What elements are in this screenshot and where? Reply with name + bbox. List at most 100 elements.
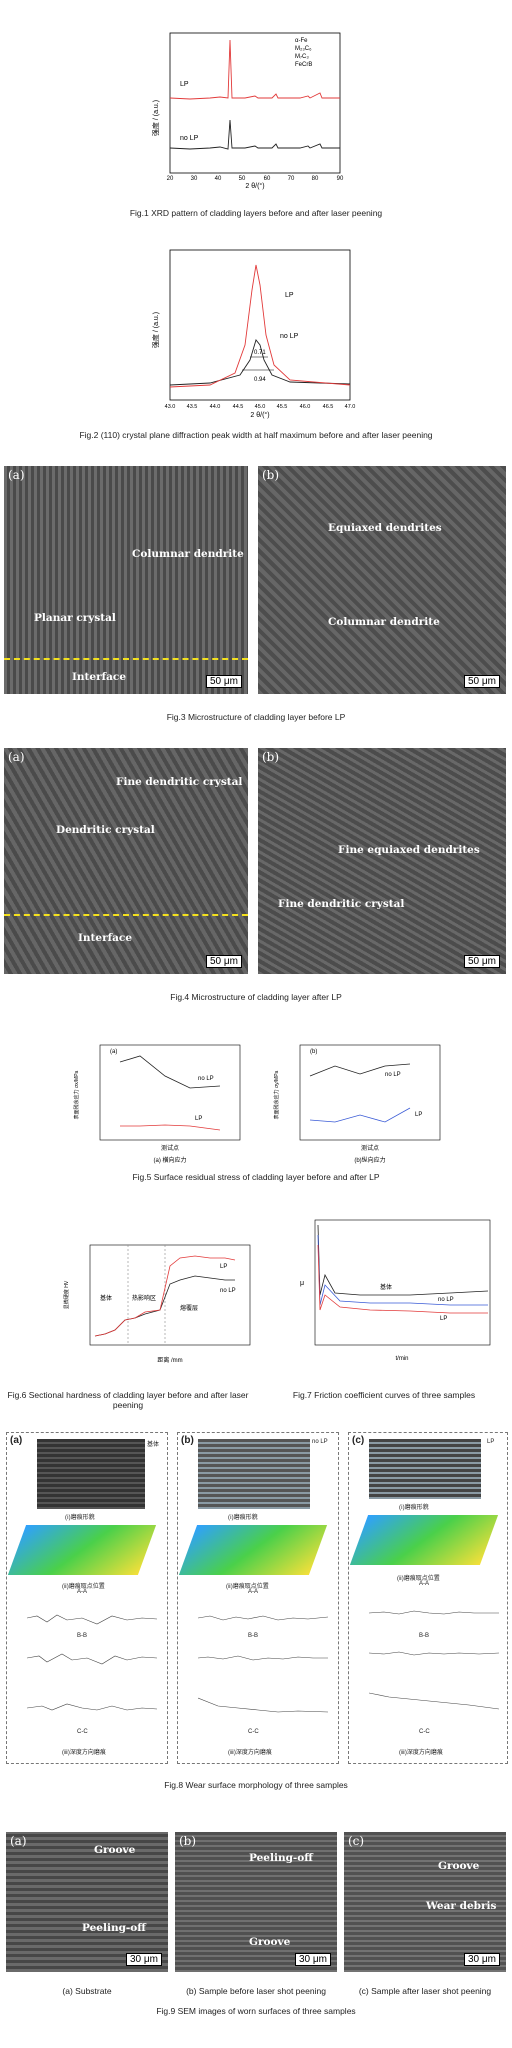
svg-text:45.5: 45.5 bbox=[277, 404, 288, 410]
fig4a-scale: 50 μm bbox=[206, 955, 242, 968]
svg-text:46.0: 46.0 bbox=[300, 404, 311, 410]
fig3a-tag: (a) bbox=[8, 468, 25, 482]
fig4a-image: (a) Fine dendritic crystal Dendritic cry… bbox=[4, 748, 248, 974]
fig8c-surface-map bbox=[349, 1515, 499, 1565]
fig6-lp: LP bbox=[220, 1264, 227, 1270]
fig2-nolp-label: no LP bbox=[280, 333, 299, 340]
fig4a-tag: (a) bbox=[8, 750, 25, 764]
fig8c-tag: (c) bbox=[352, 1435, 365, 1446]
svg-text:20: 20 bbox=[167, 176, 174, 182]
fig3b-scale: 50 μm bbox=[464, 675, 500, 688]
fig2-caption: Fig.2 (110) crystal plane diffraction pe… bbox=[79, 430, 433, 440]
fig7-xlabel: t/min bbox=[395, 1356, 408, 1362]
fig8a-surface-map bbox=[7, 1525, 157, 1575]
fig3a-columnar: Columnar dendrite bbox=[132, 548, 244, 560]
fig8-panel-b: (b) no LP (ⅰ)磨痕形貌 (ⅱ)磨痕取点位置 A-A B-B C-C … bbox=[177, 1432, 339, 1764]
fig7-caption: Fig.7 Friction coefficient curves of thr… bbox=[292, 1390, 476, 1400]
fig6-zone3: 熔覆层 bbox=[180, 1304, 198, 1312]
fig9c-debris: Wear debris bbox=[426, 1900, 497, 1912]
svg-text:90: 90 bbox=[337, 176, 344, 182]
fig8b-tag: (b) bbox=[181, 1435, 194, 1446]
fig1-chart: 强度 / (a.u.) 2 θ/(°) LP no LP 20 30 40 50… bbox=[150, 28, 360, 193]
fig8c-sec3: C-C bbox=[419, 1729, 430, 1735]
fig8b-sub2: (ⅱ)磨痕取点位置 bbox=[226, 1584, 269, 1590]
fig2-svg: 强度 / (a.u.) 2 θ/(°) LP no LP 0.71 0.94 4… bbox=[151, 249, 356, 419]
fig2-width-nolp: 0.94 bbox=[254, 377, 266, 383]
fig8c-sub1: (ⅰ)磨痕形貌 bbox=[399, 1505, 429, 1511]
fig5a-lp: LP bbox=[195, 1116, 202, 1122]
fig9c-groove: Groove bbox=[438, 1860, 480, 1872]
fig2-chart: 强度 / (a.u.) 2 θ/(°) LP no LP 0.71 0.94 4… bbox=[150, 245, 360, 420]
fig4a-interface-line bbox=[4, 914, 248, 916]
svg-text:47.0: 47.0 bbox=[345, 404, 356, 410]
fig9b-peeling: Peeling-off bbox=[249, 1852, 313, 1864]
fig9c-scale: 30 μm bbox=[464, 1953, 500, 1966]
fig6-zone2: 热影响区 bbox=[132, 1294, 156, 1302]
fig9-caption: Fig.9 SEM images of worn surfaces of thr… bbox=[156, 2006, 356, 2016]
fig5a-chart: (a) no LP LP 表面残余应力 σx/MPa 测试点 (a) 横向应力 bbox=[70, 1040, 250, 1165]
fig3a-image: (a) Columnar dendrite Planar crystal Int… bbox=[4, 466, 248, 694]
fig4b-scale: 50 μm bbox=[464, 955, 500, 968]
fig2-xticks: 43.0 43.5 44.0 44.5 45.0 45.5 46.0 46.5 … bbox=[165, 404, 356, 410]
fig4b-tag: (b) bbox=[262, 750, 280, 764]
fig8-panel-a: (a) 基体 (ⅰ)磨痕形貌 (ⅱ)磨痕取点位置 A-A B-B C-C (ⅲ)… bbox=[6, 1432, 168, 1764]
fig8b-sec3: C-C bbox=[248, 1729, 259, 1735]
fig6-caption: Fig.6 Sectional hardness of cladding lay… bbox=[7, 1390, 249, 1410]
fig4a-fine: Fine dendritic crystal bbox=[116, 776, 243, 788]
fig8a-sub1: (ⅰ)磨痕形貌 bbox=[65, 1515, 95, 1521]
fig3b-image: (b) Equiaxed dendrites Columnar dendrite… bbox=[258, 466, 506, 694]
fig5a-xlabel: 测试点 bbox=[161, 1144, 179, 1152]
fig2-width-lp: 0.71 bbox=[254, 350, 266, 356]
svg-text:44.0: 44.0 bbox=[210, 404, 221, 410]
fig9c-image: (c) Groove Wear debris 30 μm bbox=[344, 1832, 506, 1972]
svg-text:30: 30 bbox=[191, 176, 198, 182]
fig8a-sec1: A-A bbox=[77, 1589, 88, 1595]
fig8b-name: no LP bbox=[312, 1439, 328, 1445]
fig5b-sub: (b)纵向应力 bbox=[354, 1156, 385, 1164]
svg-text:FeCrB: FeCrB bbox=[295, 62, 312, 68]
fig5a-sub: (a) 横向应力 bbox=[153, 1156, 186, 1164]
svg-text:60: 60 bbox=[264, 176, 271, 182]
fig8-panel-c: (c) LP (ⅰ)磨痕形貌 (ⅱ)磨痕取点位置 A-A B-B C-C (ⅲ)… bbox=[348, 1432, 508, 1764]
fig8b-sub1: (ⅰ)磨痕形貌 bbox=[228, 1515, 258, 1521]
fig4a-interface: Interface bbox=[78, 932, 133, 944]
fig4b-fine-dendritic: Fine dendritic crystal bbox=[278, 898, 405, 910]
svg-text:50: 50 bbox=[239, 176, 246, 182]
svg-text:70: 70 bbox=[288, 176, 295, 182]
svg-text:46.5: 46.5 bbox=[323, 404, 334, 410]
fig3a-interface-line bbox=[4, 658, 248, 660]
fig1-caption: Fig.1 XRD pattern of cladding layers bef… bbox=[129, 208, 383, 218]
fig8a-tag: (a) bbox=[10, 1435, 23, 1446]
fig5b-ylabel: 表面残余应力 σy/MPa bbox=[273, 1070, 280, 1119]
svg-text:80: 80 bbox=[312, 176, 319, 182]
fig5b-chart: (b) no LP LP 表面残余应力 σy/MPa 测试点 (b)纵向应力 bbox=[270, 1040, 450, 1165]
fig7-s2: no LP bbox=[438, 1297, 454, 1303]
fig9b-sub: (b) Sample before laser shot peening bbox=[186, 1986, 326, 1996]
fig8b-surface-map bbox=[178, 1525, 328, 1575]
fig5b-lp: LP bbox=[415, 1112, 422, 1118]
svg-text:M₂₃C₆: M₂₃C₆ bbox=[295, 46, 312, 52]
fig9b-tag: (b) bbox=[179, 1834, 197, 1848]
svg-text:40: 40 bbox=[215, 176, 222, 182]
fig9a-scale: 30 μm bbox=[126, 1953, 162, 1966]
fig4-caption: Fig.4 Microstructure of cladding layer a… bbox=[170, 992, 342, 1002]
fig8a-sub3: (ⅲ)深度方向磨痕 bbox=[62, 1750, 106, 1756]
fig9b-image: (b) Peeling-off Groove 30 μm bbox=[175, 1832, 337, 1972]
fig3b-equiaxed: Equiaxed dendrites bbox=[328, 522, 442, 534]
svg-text:α-Fe: α-Fe bbox=[295, 38, 308, 44]
fig6-ylabel: 显微硬度 HV bbox=[63, 1280, 70, 1309]
svg-text:M₇C₃: M₇C₃ bbox=[295, 54, 309, 60]
svg-text:44.5: 44.5 bbox=[233, 404, 244, 410]
svg-text:43.5: 43.5 bbox=[187, 404, 198, 410]
fig1-lp-label: LP bbox=[180, 81, 189, 88]
fig8b-sec2: B-B bbox=[248, 1633, 259, 1639]
fig4a-dendritic: Dendritic crystal bbox=[56, 824, 155, 836]
fig8a-sec3: C-C bbox=[77, 1729, 88, 1735]
fig1-legend: α-Fe M₂₃C₆ M₇C₃ FeCrB bbox=[295, 38, 312, 68]
svg-text:45.0: 45.0 bbox=[255, 404, 266, 410]
fig4b-image: (b) Fine equiaxed dendrites Fine dendrit… bbox=[258, 748, 506, 974]
fig5b-tag: (b) bbox=[310, 1049, 317, 1055]
fig9b-groove: Groove bbox=[249, 1936, 291, 1948]
fig8c-sub3: (ⅲ)深度方向磨痕 bbox=[399, 1750, 443, 1756]
fig5a-ylabel: 表面残余应力 σx/MPa bbox=[73, 1070, 80, 1119]
